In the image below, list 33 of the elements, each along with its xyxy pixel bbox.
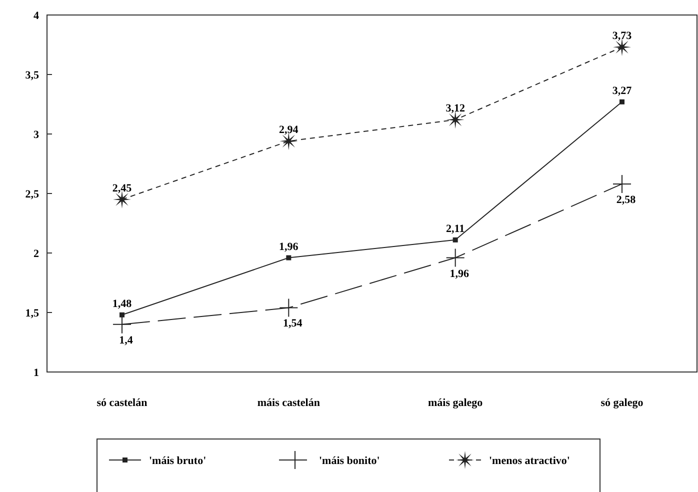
- data-label: 3,12: [446, 102, 466, 115]
- legend-label: 'máis bruto': [149, 455, 206, 467]
- y-tick-label: 1,5: [25, 308, 40, 320]
- x-tick-label: só galego: [600, 397, 644, 409]
- data-label: 2,94: [279, 124, 299, 136]
- y-tick-label: 1: [34, 367, 39, 379]
- point: [620, 99, 624, 104]
- data-label: 1,54: [283, 318, 303, 330]
- point: [279, 298, 298, 318]
- y-tick-label: 4: [34, 10, 40, 22]
- point: [452, 237, 458, 242]
- x-tick-label: só castelán: [96, 397, 148, 409]
- data-label: 1,96: [450, 268, 470, 280]
- y-tick-label: 2,5: [25, 188, 40, 200]
- data-label: 1,48: [112, 298, 132, 310]
- x-tick-label: máis castelán: [257, 397, 320, 409]
- x-tick-label: máis galego: [428, 397, 484, 409]
- point: [286, 255, 292, 260]
- legend-label: 'máis bonito': [319, 455, 380, 467]
- legend-label: 'menos atractivo': [489, 455, 570, 467]
- data-label: 1,4: [119, 334, 134, 346]
- y-tick-label: 2: [34, 248, 40, 260]
- point: [446, 248, 465, 268]
- data-label: 3,27: [612, 84, 632, 97]
- point: [612, 174, 632, 194]
- data-label: 1,96: [279, 240, 299, 253]
- data-label: 2,11: [446, 222, 465, 235]
- data-label: 3,73: [612, 30, 632, 42]
- data-label: 2,45: [112, 182, 132, 194]
- y-tick-label: 3,5: [25, 70, 40, 82]
- point: [120, 312, 124, 318]
- data-label: 2,58: [616, 194, 636, 206]
- y-tick-label: 3: [34, 129, 40, 141]
